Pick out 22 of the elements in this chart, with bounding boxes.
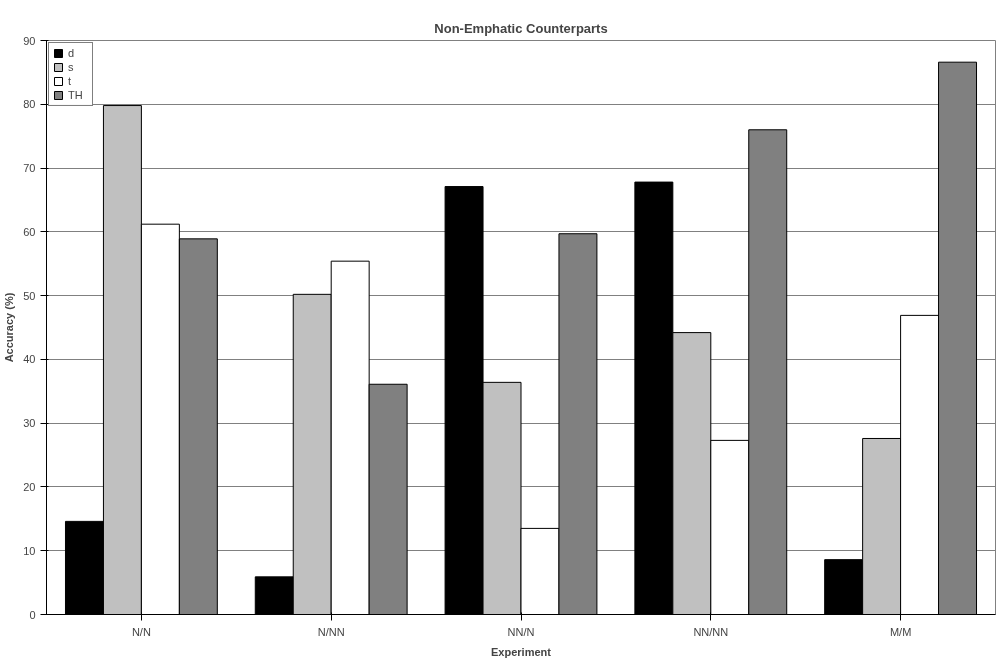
x-tick-label: NN/N — [507, 625, 535, 638]
x-tick-label: N/N — [131, 625, 151, 638]
y-tick-label: 70 — [23, 162, 36, 175]
legend-label: d — [68, 47, 76, 59]
y-tick-label: 20 — [23, 480, 36, 493]
y-tick-label: 60 — [23, 225, 36, 238]
y-tick-label: 90 — [23, 34, 36, 47]
x-tick-label: NN/NN — [693, 625, 729, 638]
legend-label: TH — [68, 89, 84, 101]
legend-label: s — [68, 61, 75, 73]
y-tick-label: 30 — [23, 417, 36, 430]
chart-title: Non-Emphatic Counterparts — [434, 20, 608, 36]
x-axis-title: Experiment — [491, 645, 552, 658]
y-axis-title: Accuracy (%) — [3, 292, 16, 363]
x-tick-label: N/NN — [317, 625, 345, 638]
y-tick-label: 50 — [23, 289, 36, 302]
y-tick-label: 40 — [23, 353, 36, 366]
y-tick-label: 80 — [23, 98, 36, 111]
y-tick-label: 0 — [29, 608, 36, 621]
x-tick-label: M/M — [889, 625, 912, 638]
legend-label: t — [68, 75, 73, 87]
y-tick-label: 10 — [23, 544, 36, 557]
